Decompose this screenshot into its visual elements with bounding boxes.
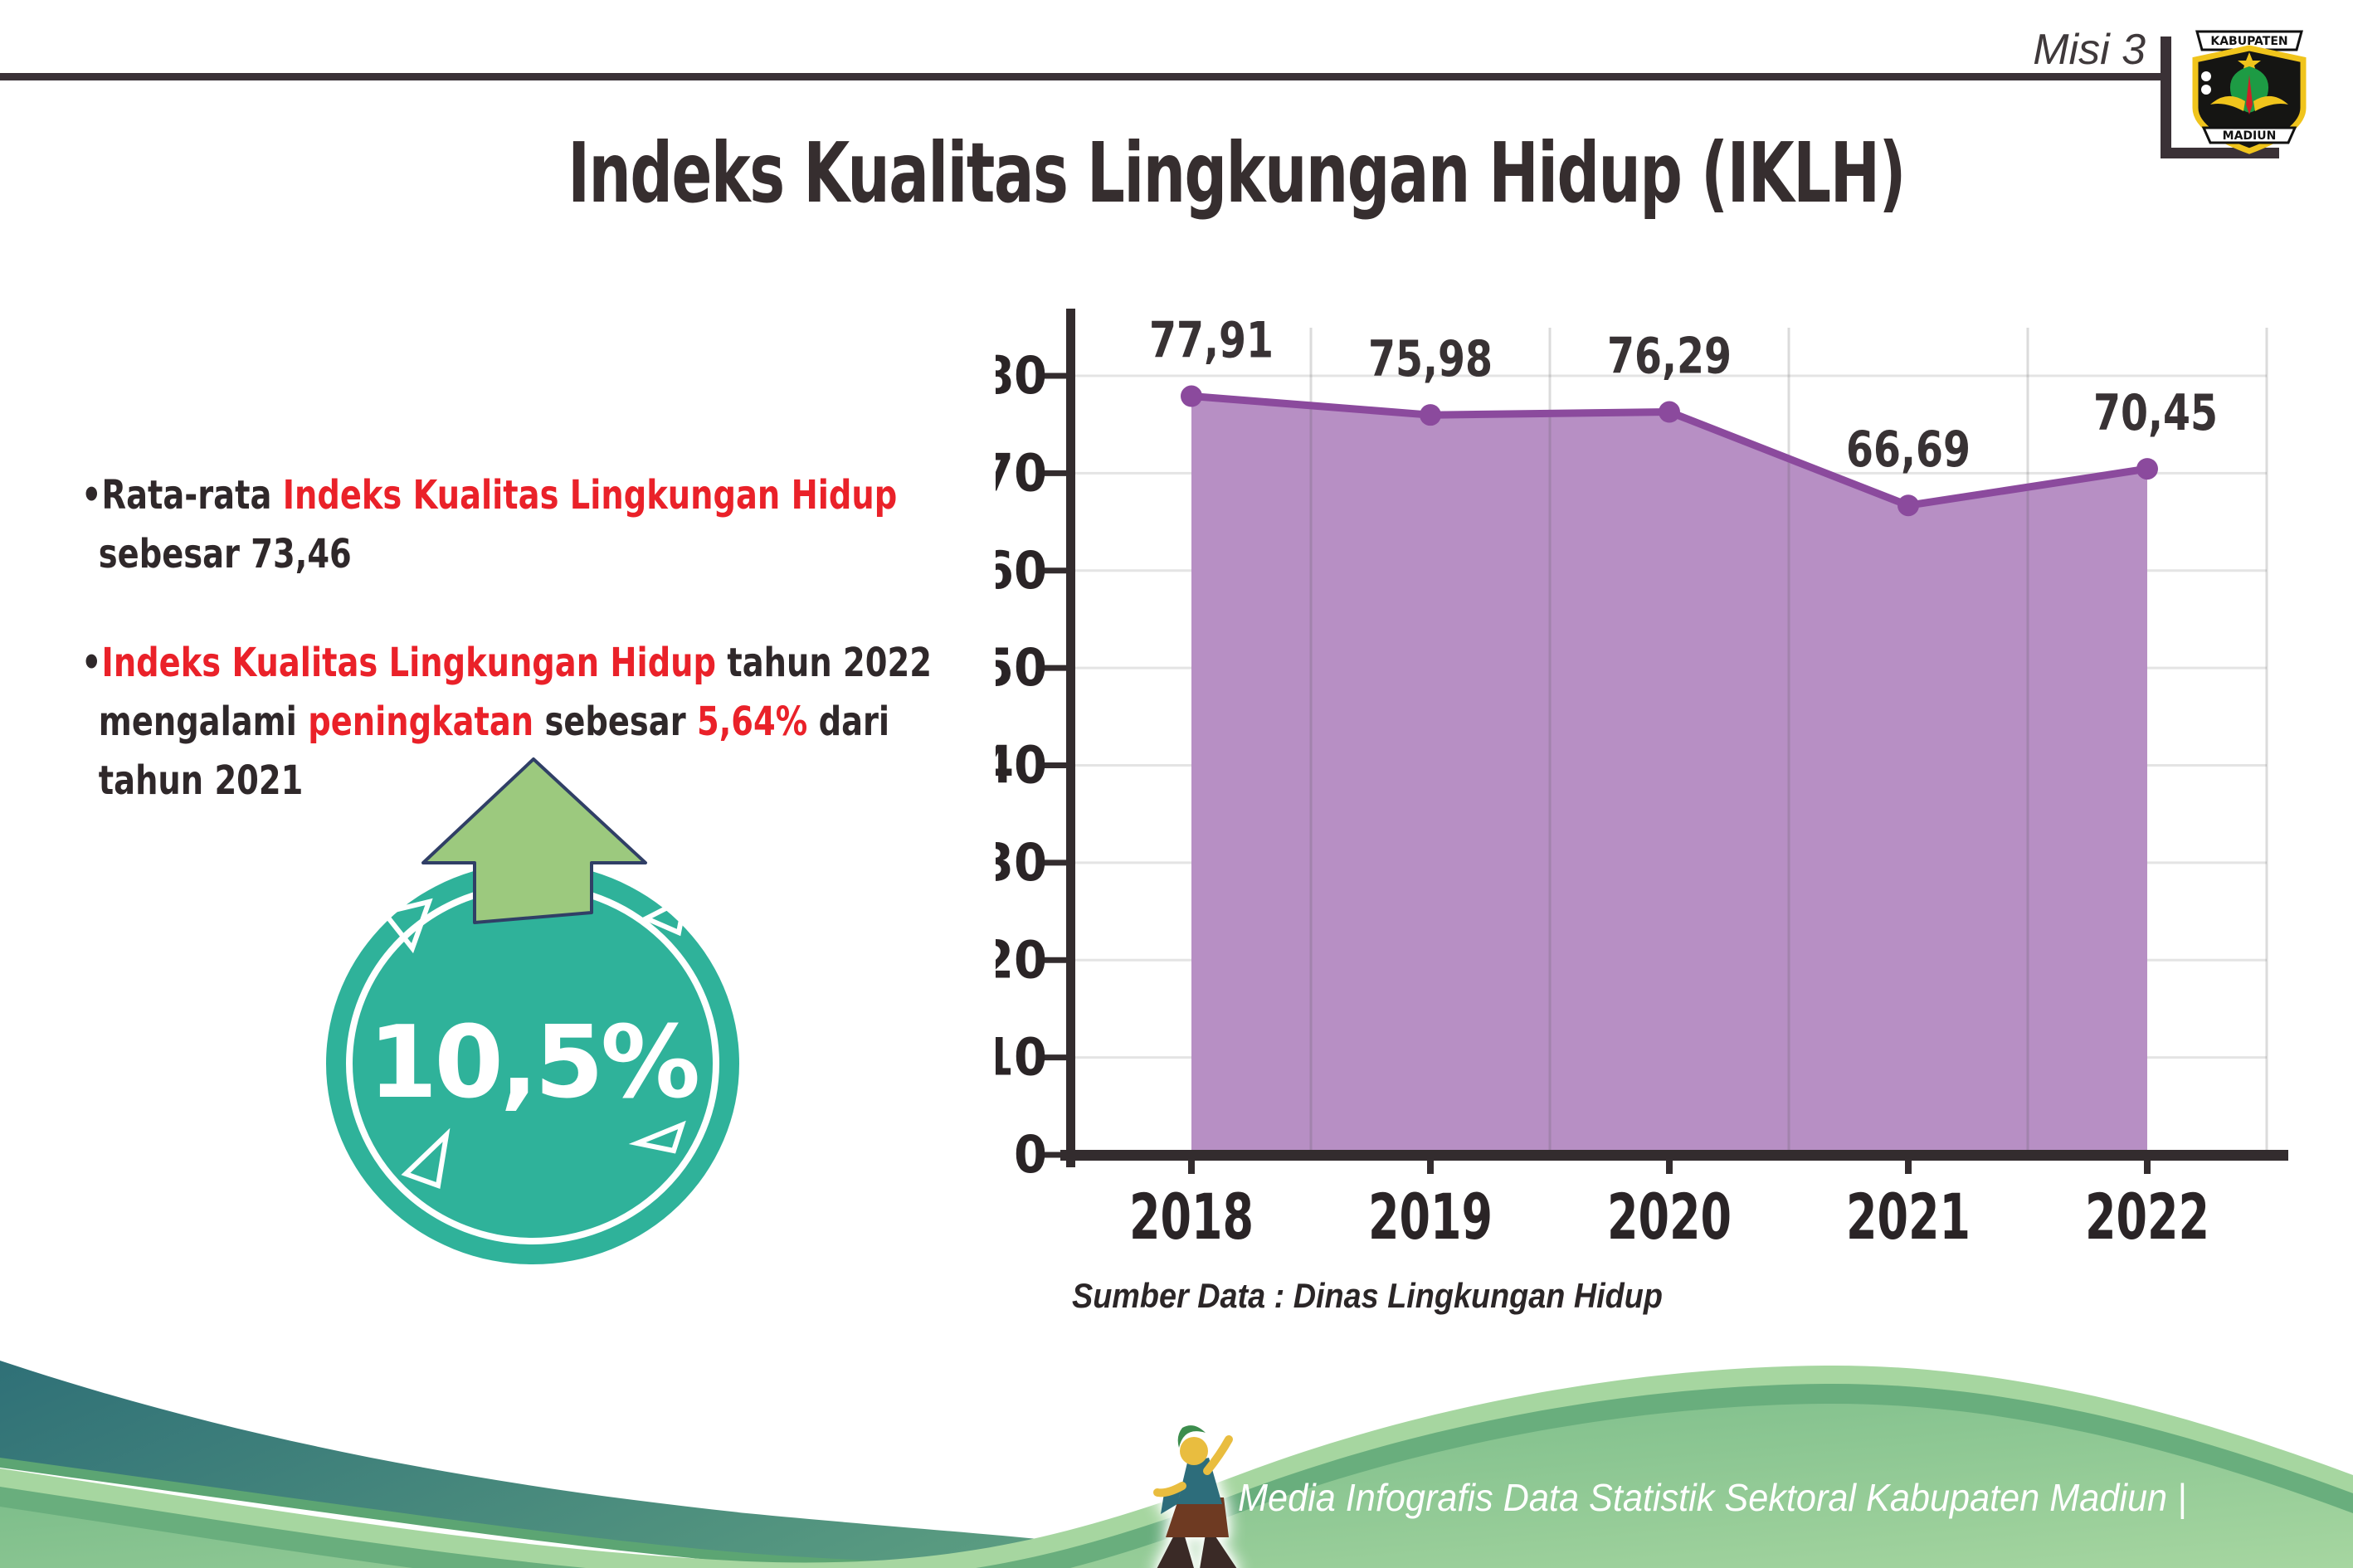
y-tick-label: 0 (1014, 1124, 1047, 1185)
x-tick (1905, 1159, 1912, 1174)
bullet-item: •Rata-rata Indeks Kualitas Lingkungan Hi… (81, 466, 1011, 584)
y-tick-label: 70 (996, 442, 1047, 503)
x-tick-label: 2022 (2085, 1180, 2209, 1254)
x-tick (1666, 1159, 1673, 1174)
badge-accent-sw (401, 1127, 451, 1190)
data-point-marker (2136, 458, 2158, 480)
text-segment: tahun 2021 (98, 757, 304, 804)
data-point-marker (1898, 494, 1919, 517)
y-axis (1066, 309, 1075, 1167)
text-segment: dari (807, 699, 890, 745)
mascot-icon (1153, 1425, 1237, 1568)
bullet-item: •Indeks Kualitas Lingkungan Hidup tahun … (81, 634, 1011, 811)
badge-accent-nw (379, 898, 433, 954)
y-tick (1039, 1152, 1070, 1158)
text-segment: sebesar (533, 699, 697, 745)
wave-teal (0, 1361, 1261, 1568)
logo-frame-vertical (2161, 37, 2171, 158)
y-tick-label: 40 (996, 735, 1047, 796)
x-tick (1188, 1159, 1195, 1174)
logo-bottom-text: MADIUN (2223, 129, 2277, 143)
y-tick (1039, 470, 1070, 476)
y-tick (1039, 859, 1070, 866)
text-segment: Indeks Kualitas Lingkungan Hidup (282, 472, 898, 519)
y-tick-label: 50 (996, 637, 1047, 698)
logo-right-wing (2253, 95, 2288, 111)
kabupaten-madiun-logo: KABUPATEN MADIUN (2192, 30, 2307, 154)
area-series (1191, 396, 2147, 1155)
logo-left-wing (2210, 95, 2245, 111)
x-tick-label: 2019 (1368, 1180, 1493, 1254)
logo-top-text: KABUPATEN (2210, 35, 2287, 48)
wave-green-body (0, 1403, 2353, 1568)
logo-cotton-1 (2201, 71, 2211, 81)
data-label: 76,29 (1607, 328, 1732, 386)
y-tick-label: 20 (996, 929, 1047, 990)
bullet-line: tahun 2021 (81, 752, 1011, 811)
y-tick-label: 30 (996, 832, 1047, 893)
badge-accent-se (628, 1120, 686, 1154)
logo-bottom-banner (2201, 126, 2297, 144)
badge-accent-ne (640, 894, 689, 937)
data-label: 66,69 (1846, 421, 1971, 479)
text-segment: • (81, 640, 102, 686)
x-tick-label: 2021 (1846, 1180, 1971, 1254)
bullet-line: sebesar 73,46 (81, 525, 1011, 584)
logo-spire (2246, 75, 2253, 114)
logo-top-banner (2195, 30, 2303, 51)
data-point-marker (1181, 385, 1202, 407)
text-segment: peningkatan (308, 699, 534, 745)
x-tick-label: 2018 (1129, 1180, 1254, 1254)
logo-star-icon (2238, 52, 2261, 74)
y-tick (1039, 1054, 1070, 1061)
text-segment: •Rata-rata (81, 472, 283, 519)
header-rule (0, 73, 2163, 80)
text-segment: tahun 2022 (716, 640, 932, 686)
y-tick-label: 10 (996, 1027, 1047, 1088)
badge-value: 10,5% (368, 1006, 698, 1121)
bullet-line: mengalami peningkatan sebesar 5,64% dari (81, 693, 1011, 752)
data-label: 70,45 (2093, 384, 2218, 442)
data-point-marker (1420, 404, 1441, 426)
text-segment: 5,64% (697, 699, 808, 745)
bullet-line: •Rata-rata Indeks Kualitas Lingkungan Hi… (81, 466, 1011, 525)
y-tick-label: 60 (996, 540, 1047, 601)
x-axis (1060, 1150, 2288, 1161)
y-tick-label: 80 (996, 345, 1047, 406)
up-arrow-icon (421, 757, 647, 924)
bullet-line: •Indeks Kualitas Lingkungan Hidup tahun … (81, 634, 1011, 693)
source-caption: Sumber Data : Dinas Lingkungan Hidup (1072, 1276, 1663, 1315)
data-label: 77,91 (1149, 312, 1274, 370)
y-tick (1039, 762, 1070, 768)
y-tick (1039, 567, 1070, 574)
page-title: Indeks Kualitas Lingkungan Hidup (IKLH) (568, 124, 1906, 222)
data-point-marker (1659, 401, 1680, 423)
misi-label: Misi 3 (2033, 26, 2146, 74)
y-tick (1039, 665, 1070, 671)
footer-wave (0, 1361, 2353, 1568)
y-tick (1039, 373, 1070, 379)
y-tick (1039, 957, 1070, 963)
x-tick-label: 2020 (1607, 1180, 1732, 1254)
x-tick (2144, 1159, 2151, 1174)
logo-cotton-2 (2201, 85, 2211, 95)
badge-circle (326, 863, 739, 1264)
iklh-area-chart: 0 10 20 30 40 50 60 70 80 2018 2019 2020 2021 2022 77,… (996, 309, 2288, 1254)
text-segment: sebesar 73,46 (98, 531, 352, 577)
bullet-list: •Rata-rata Indeks Kualitas Lingkungan Hi… (81, 466, 1011, 860)
x-tick (1427, 1159, 1434, 1174)
text-segment: mengalami (98, 699, 309, 745)
text-segment: Indeks Kualitas Lingkungan Hidup (101, 640, 717, 686)
footer-caption: Media Infografis Data Statistik Sektoral… (1238, 1476, 2187, 1519)
increase-badge: 10,5% (326, 757, 739, 1264)
data-label: 75,98 (1368, 330, 1493, 388)
